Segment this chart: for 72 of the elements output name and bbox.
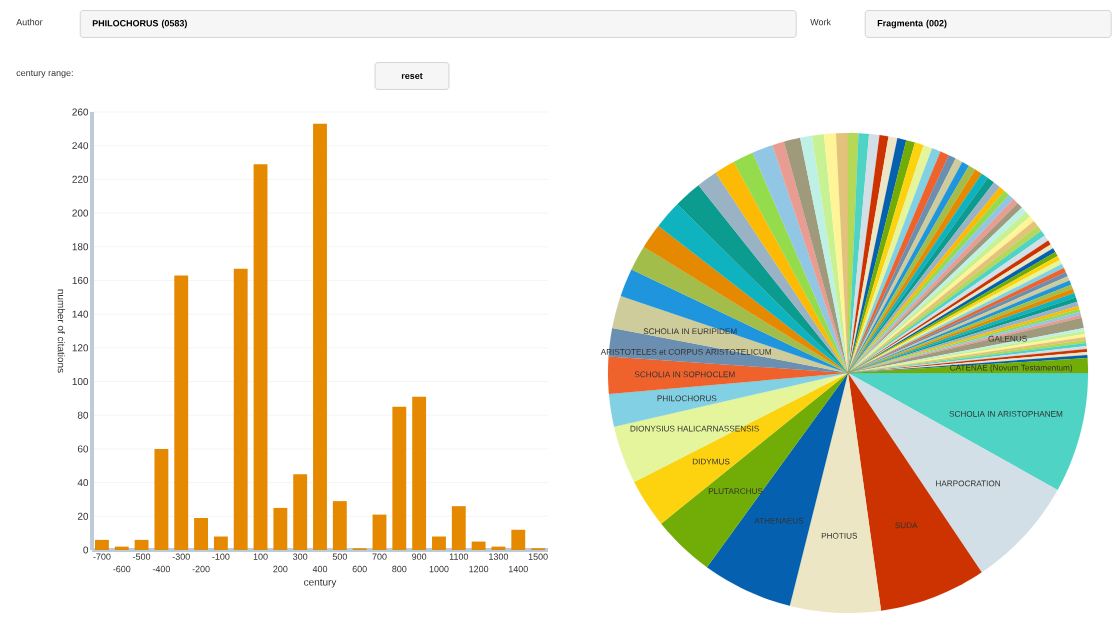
text: Fragmenta (002) xyxy=(877,19,947,29)
slice-label: PLUTARCHUS xyxy=(708,488,763,494)
slice-label: SCHOLIA IN ARISTOPHANEM xyxy=(949,411,1063,417)
y-tick-label: 200 xyxy=(72,209,89,217)
bar xyxy=(412,396,427,550)
bar xyxy=(451,506,466,550)
y-tick-label: 20 xyxy=(77,512,89,520)
bar xyxy=(293,474,308,550)
slice-label: DIDYMUS xyxy=(692,458,730,465)
y-tick-label: 80 xyxy=(77,411,89,419)
x-tick-label: -200 xyxy=(192,565,210,573)
x-tick-label: -400 xyxy=(152,565,171,573)
x-tick-label: 300 xyxy=(293,553,308,560)
y-axis-title: number of citations xyxy=(57,289,66,373)
x-axis-title: century xyxy=(304,579,337,588)
x-tick-label: 200 xyxy=(273,565,288,573)
bar xyxy=(432,536,446,550)
bar xyxy=(134,539,149,550)
text: PHILOCHORUS (0583) xyxy=(92,19,187,29)
y-tick-label: 260 xyxy=(72,108,89,116)
bar xyxy=(174,275,189,550)
x-tick-label: -600 xyxy=(113,565,131,573)
slice-label: PHILOCHORUS xyxy=(657,395,717,402)
y-tick-label: 60 xyxy=(77,445,89,453)
text: century range: xyxy=(16,70,73,78)
bar xyxy=(332,501,347,550)
bar xyxy=(511,529,526,550)
slice-label: PHOTIUS xyxy=(821,532,858,539)
x-tick-label: 700 xyxy=(372,553,387,560)
x-tick-label: 800 xyxy=(392,565,407,573)
x-tick-label: 1500 xyxy=(528,553,548,560)
y-tick-label: 0 xyxy=(83,546,89,554)
x-tick-label: -300 xyxy=(172,553,190,560)
x-tick-label: -700 xyxy=(93,553,111,560)
x-tick-label: -500 xyxy=(133,553,151,560)
bar xyxy=(233,268,248,550)
bar xyxy=(94,539,109,550)
slice-label: SCHOLIA IN SOPHOCLEM xyxy=(634,371,735,378)
x-tick-label: 1200 xyxy=(469,565,489,573)
bar xyxy=(313,123,327,550)
y-tick-label: 160 xyxy=(72,276,89,284)
text: Author xyxy=(16,18,43,26)
x-tick-label: 500 xyxy=(332,553,347,560)
y-tick-label: 120 xyxy=(72,344,89,352)
y-tick-label: 100 xyxy=(72,378,89,386)
bar xyxy=(213,536,228,550)
x-tick-label: 100 xyxy=(253,553,268,560)
y-tick-label: 180 xyxy=(72,243,89,251)
bar xyxy=(154,448,169,550)
x-tick-label: 1300 xyxy=(489,553,509,560)
x-tick-label: 400 xyxy=(312,565,328,573)
bar xyxy=(471,541,486,550)
y-tick-label: 240 xyxy=(72,142,89,150)
slice-label: ATHENAEUS xyxy=(754,517,804,524)
y-tick-label: 140 xyxy=(72,310,89,318)
x-tick-label: 1000 xyxy=(429,565,449,573)
x-tick-label: 900 xyxy=(412,553,427,560)
x-tick-label: 1100 xyxy=(449,553,469,560)
bar xyxy=(253,164,268,550)
text: Work xyxy=(810,18,831,26)
slice-label: SUDA xyxy=(895,522,918,529)
slice-label: HARPOCRATION xyxy=(936,480,1000,487)
x-tick-label: 1400 xyxy=(508,565,528,573)
y-tick-label: 40 xyxy=(77,479,89,487)
y-tick-label: 220 xyxy=(72,175,89,183)
x-tick-label: -100 xyxy=(212,553,230,560)
bar xyxy=(372,514,387,550)
bar xyxy=(392,406,407,550)
x-tick-label: 600 xyxy=(352,565,367,573)
bar xyxy=(273,507,288,550)
bar xyxy=(194,517,208,550)
text: reset xyxy=(401,73,423,79)
